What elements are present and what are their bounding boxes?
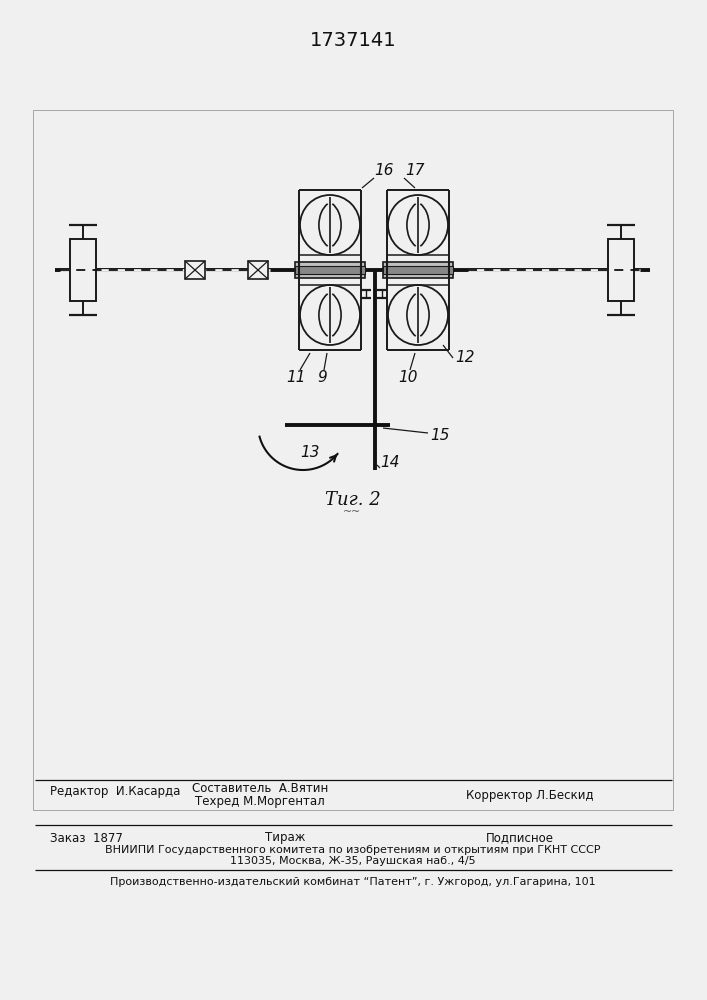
Bar [383,266,453,274]
Text: Производственно-издательский комбинат “Патент”, г. Ужгород, ул.Гагарина, 101: Производственно-издательский комбинат “П… [110,877,596,887]
Text: 113035, Москва, Ж-35, Раушская наб., 4/5: 113035, Москва, Ж-35, Раушская наб., 4/5 [230,856,476,866]
Text: 17: 17 [405,163,424,178]
Text: Редактор  И.Касарда: Редактор И.Касарда [50,786,180,798]
Text: 14: 14 [380,455,399,470]
Text: 12: 12 [455,351,474,365]
Bar [295,262,365,278]
Bar [185,261,205,279]
Bar [383,262,453,278]
Bar [70,239,96,301]
Circle shape [388,285,448,345]
Text: Τиг. 2: Τиг. 2 [325,491,381,509]
Text: Корректор Л.Бескид: Корректор Л.Бескид [466,788,594,802]
Text: 15: 15 [430,428,450,442]
Text: 11: 11 [286,370,305,385]
Text: 1737141: 1737141 [310,30,397,49]
Text: ВНИИПИ Государственного комитета по изобретениям и открытиям при ГКНТ СССР: ВНИИПИ Государственного комитета по изоб… [105,845,601,855]
Text: ~: ~ [351,507,361,517]
Text: 13: 13 [300,445,320,460]
Bar [248,261,268,279]
Circle shape [300,195,360,255]
Text: Техред М.Моргентал: Техред М.Моргентал [195,796,325,808]
Bar [295,266,365,274]
Text: Подписное: Подписное [486,832,554,844]
Bar [608,239,634,301]
Text: Тираж: Тираж [265,832,305,844]
Text: Составитель  А.Вятин: Составитель А.Вятин [192,782,328,794]
Text: 16: 16 [374,163,394,178]
Text: ~: ~ [344,507,353,517]
Text: 10: 10 [398,370,418,385]
Bar [33,110,673,810]
Circle shape [388,195,448,255]
Text: Заказ  1877: Заказ 1877 [50,832,123,844]
Text: 9: 9 [317,370,327,385]
Circle shape [300,285,360,345]
